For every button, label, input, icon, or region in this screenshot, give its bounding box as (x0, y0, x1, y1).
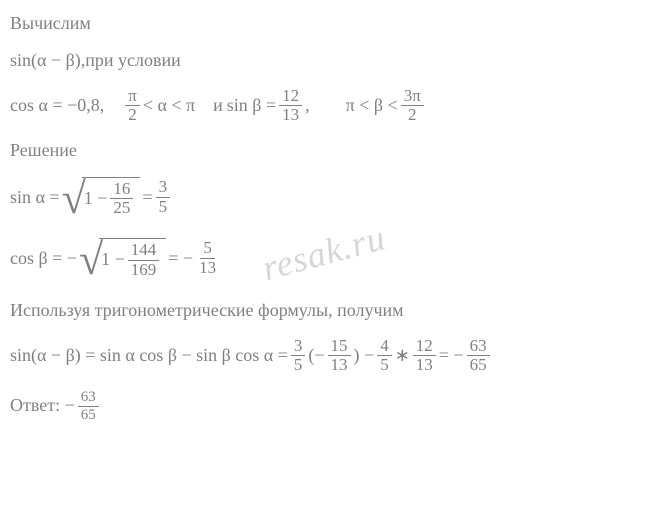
num: 4 (377, 337, 392, 357)
num: 12 (279, 87, 302, 107)
num: 15 (328, 337, 351, 357)
cos-beta-lhs: cos β = − (10, 247, 77, 270)
conditions-line: cos α = −0,8, π 2 < α < π и sin β = 12 1… (10, 87, 638, 125)
den: 2 (405, 106, 420, 125)
num: 3 (291, 337, 306, 357)
sqrt-sign: √ (62, 184, 86, 215)
answer-frac: 63 65 (78, 389, 99, 423)
paren-open: (− (308, 344, 324, 367)
sin-beta-frac: 12 13 (279, 87, 302, 125)
den: 13 (196, 259, 219, 278)
den: 65 (78, 407, 99, 424)
title-text: Вычислим (10, 12, 91, 35)
answer-line: Ответ: − 63 65 (10, 389, 638, 423)
sqrt1-frac: 16 25 (110, 180, 133, 218)
sqrt2-frac: 144 169 (128, 241, 160, 279)
eq: = (142, 186, 152, 209)
den: 5 (156, 198, 171, 217)
f1: 3 5 (291, 337, 306, 375)
expand-lhs: sin(α − β) = sin α cos β − sin β cos α = (10, 344, 288, 367)
title: Вычислим (10, 12, 638, 35)
eq-neg-2: = − (439, 344, 464, 367)
cos-beta-result: 5 13 (196, 239, 219, 277)
den: 13 (328, 356, 351, 375)
problem-line: sin(α − β),при условии (10, 49, 638, 72)
sin-beta-lhs: sin β = (227, 94, 276, 117)
sin-alpha-lhs: sin α = (10, 186, 60, 209)
sqrt-content: 1 − 144 169 (99, 238, 166, 279)
den: 65 (467, 356, 490, 375)
den: 169 (128, 261, 160, 280)
f2: 15 13 (328, 337, 351, 375)
cos-alpha: cos α = −0,8, (10, 94, 104, 117)
den: 2 (125, 106, 140, 125)
den: 5 (377, 356, 392, 375)
num: 16 (110, 180, 133, 200)
num: 144 (128, 241, 160, 261)
solution-heading: Решение (10, 139, 638, 162)
f3: 4 5 (377, 337, 392, 375)
pi-over-2: π 2 (125, 87, 140, 125)
sqrt-sign: √ (79, 245, 103, 276)
sqrt-content: 1 − 16 25 (82, 177, 141, 218)
den: 25 (110, 199, 133, 218)
eq-neg: = − (168, 247, 193, 270)
f5: 63 65 (467, 337, 490, 375)
den: 13 (279, 106, 302, 125)
problem-prefix: sin(α − β),при условии (10, 49, 181, 72)
num: 12 (413, 337, 436, 357)
solution-text: Решение (10, 139, 77, 162)
using-text: Используя тригонометрические формулы, по… (10, 299, 404, 322)
answer-label: Ответ: − (10, 394, 75, 417)
f4: 12 13 (413, 337, 436, 375)
beta-range-left: π < β < (346, 94, 398, 117)
one-minus: 1 − (84, 187, 108, 210)
num: 3π (401, 87, 424, 107)
sin-alpha-line: sin α = √ 1 − 16 25 = 3 5 (10, 177, 638, 218)
den: 5 (291, 356, 306, 375)
beta-range-frac: 3π 2 (401, 87, 424, 125)
num: π (125, 87, 140, 107)
num: 63 (78, 389, 99, 407)
comma: , (305, 94, 310, 117)
one-minus: 1 − (101, 248, 125, 271)
sqrt-2: √ 1 − 144 169 (79, 238, 166, 279)
using-line: Используя тригонометрические формулы, по… (10, 299, 638, 322)
alpha-range: < α < π (143, 94, 195, 117)
den: 13 (413, 356, 436, 375)
num: 5 (200, 239, 215, 259)
sin-alpha-result: 3 5 (156, 178, 171, 216)
cos-beta-line: cos β = − √ 1 − 144 169 = − 5 13 (10, 238, 638, 279)
sqrt-1: √ 1 − 16 25 (62, 177, 141, 218)
mult: ∗ (395, 344, 410, 367)
num: 3 (156, 178, 171, 198)
expand-line: sin(α − β) = sin α cos β − sin β cos α =… (10, 337, 638, 375)
and: и (213, 94, 223, 117)
num: 63 (467, 337, 490, 357)
paren-close: ) − (354, 344, 375, 367)
